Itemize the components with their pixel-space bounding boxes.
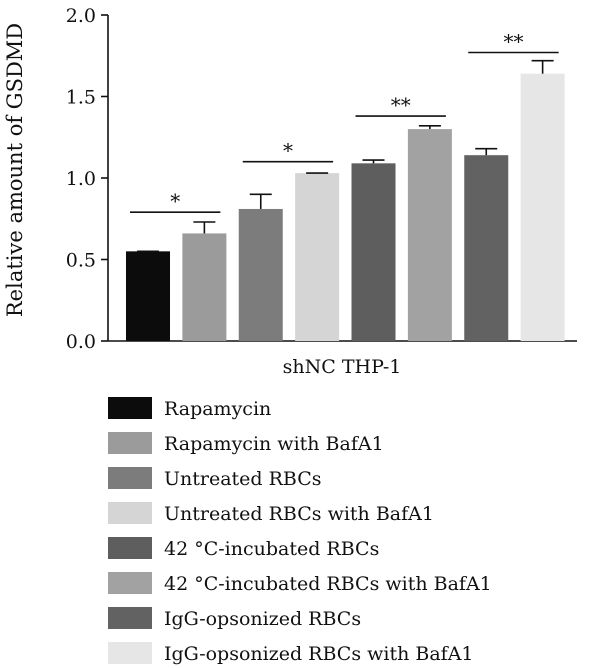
legend-label: 42 °C-incubated RBCs with BafA1 (164, 573, 492, 595)
legend-label: Rapamycin with BafA1 (164, 433, 384, 455)
y-tick-label: 1.0 (66, 168, 96, 190)
y-tick-label: 0.5 (66, 250, 96, 272)
legend-label: Untreated RBCs with BafA1 (164, 503, 434, 525)
legend-label: IgG-opsonized RBCs (164, 608, 361, 630)
legend-label: IgG-opsonized RBCs with BafA1 (164, 643, 474, 665)
x-axis-label: shNC THP-1 (283, 356, 402, 378)
y-axis-label: Relative amount of GSDMD (3, 23, 27, 317)
bar (182, 233, 227, 341)
legend-swatch (108, 467, 152, 489)
y-tick-label: 0.0 (66, 331, 96, 353)
significance-label: * (170, 189, 180, 213)
legend: Rapamycin Rapamycin with BafA1 Untreated R… (108, 397, 492, 665)
legend-swatch (108, 397, 152, 419)
legend-label: Untreated RBCs (164, 468, 322, 490)
legend-label: 42 °C-incubated RBCs (164, 538, 379, 560)
significance-group: ****** (130, 29, 559, 213)
bar (464, 155, 509, 341)
legend-label: Rapamycin (164, 398, 271, 420)
significance-label: ** (503, 29, 523, 53)
legend-swatch (108, 572, 152, 594)
bar (520, 73, 565, 342)
legend-swatch (108, 607, 152, 629)
bars-group (126, 73, 565, 342)
bar (126, 251, 170, 341)
y-tick-label: 2.0 (66, 5, 96, 27)
bar (407, 129, 452, 341)
bar (238, 208, 283, 341)
legend-swatch (108, 502, 152, 524)
legend-swatch (108, 537, 152, 559)
bar (351, 163, 396, 341)
legend-swatch (108, 642, 152, 664)
bar (295, 173, 340, 341)
error-bars-group (137, 59, 554, 253)
significance-label: * (283, 139, 293, 163)
significance-label: ** (391, 93, 411, 117)
y-tick-label: 1.5 (66, 87, 96, 109)
legend-swatch (108, 432, 152, 454)
